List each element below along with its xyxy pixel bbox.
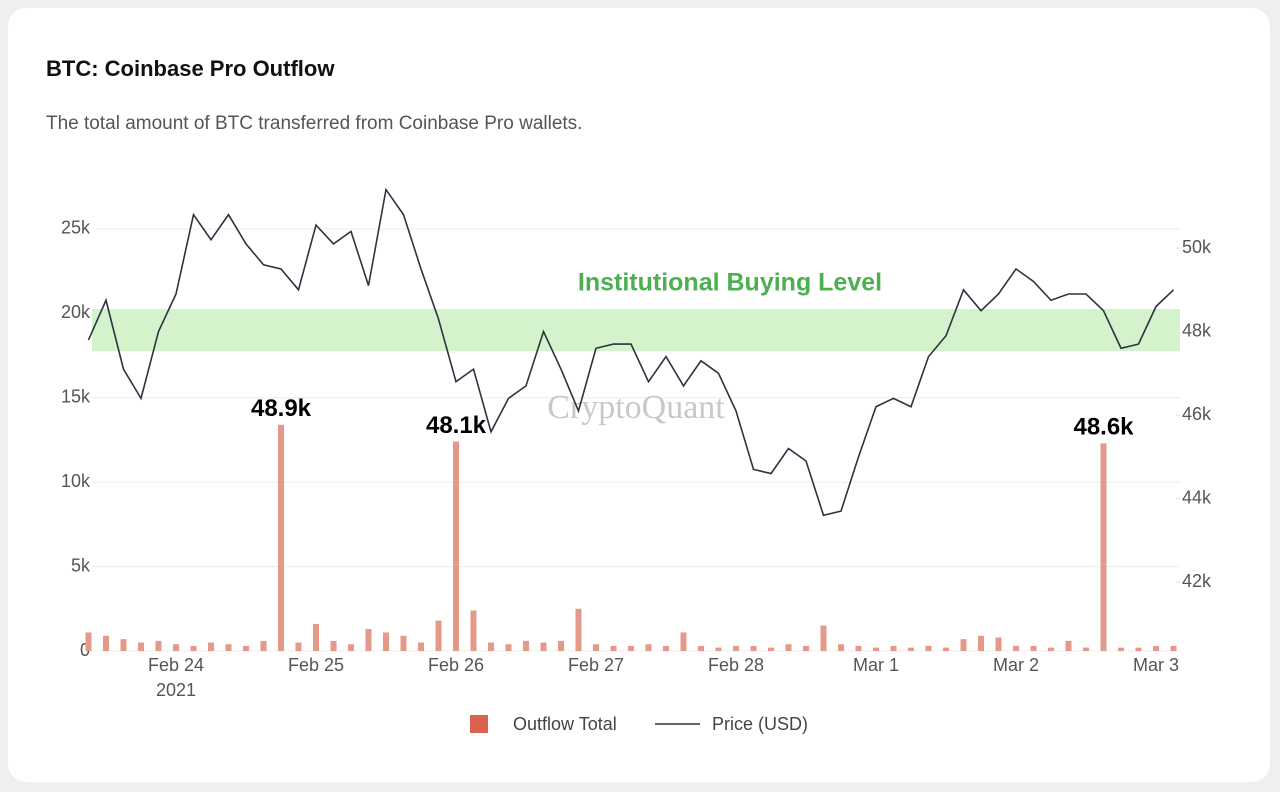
y2-tick-label: 44k (1182, 487, 1212, 507)
bar (1153, 645, 1159, 651)
bar (995, 637, 1002, 651)
bar (400, 635, 407, 651)
bar (85, 632, 92, 651)
x-tick-label: Feb 25 (288, 655, 344, 675)
y-tick-label: 25k (61, 218, 91, 238)
bar (890, 645, 897, 651)
bar (978, 635, 984, 651)
x-tick-label: Mar 3 (1133, 655, 1179, 675)
x-tick-label: Feb 28 (708, 655, 764, 675)
bar (295, 642, 302, 651)
bar (540, 642, 547, 651)
y2-tick-label: 50k (1182, 237, 1212, 257)
bar (680, 632, 687, 651)
bar (1083, 647, 1089, 651)
bar (645, 644, 652, 651)
y2-tick-label: 42k (1182, 571, 1212, 591)
bar (733, 645, 739, 651)
chart-title: BTC: Coinbase Pro Outflow (46, 56, 335, 81)
y-tick-label: 15k (61, 387, 91, 407)
band (92, 309, 1180, 352)
bar (1135, 647, 1142, 651)
bar (120, 639, 127, 651)
bar (225, 644, 232, 651)
bar (1030, 645, 1037, 651)
bar (260, 640, 267, 651)
bar (960, 639, 967, 651)
bar (1048, 647, 1054, 651)
y2-tick-label: 46k (1182, 404, 1212, 424)
bar (575, 608, 582, 651)
bar (803, 645, 809, 651)
x-tick-label: Feb 24 (148, 655, 204, 675)
bar (383, 632, 389, 651)
bar (365, 629, 372, 651)
y-tick-label: 5k (71, 555, 91, 575)
legend-swatch (470, 715, 488, 733)
bar (820, 625, 827, 651)
bar (925, 645, 932, 651)
x-tick-label: Mar 1 (853, 655, 899, 675)
bar (785, 644, 792, 651)
bar (698, 645, 704, 651)
bar (208, 642, 214, 651)
bar (330, 640, 337, 651)
bar (610, 645, 617, 651)
bar (138, 642, 144, 651)
bar (715, 647, 722, 651)
y-tick-label: 20k (61, 302, 91, 322)
bar (768, 647, 774, 651)
x-tick-label: Feb 27 (568, 655, 624, 675)
bar (348, 644, 354, 651)
legend-label: Price (USD) (712, 714, 808, 734)
bar (103, 635, 109, 651)
bar (838, 644, 844, 651)
bar (855, 645, 862, 651)
bar (1170, 645, 1177, 651)
bar (190, 645, 197, 651)
annotation: 48.9k (251, 395, 312, 422)
x-tick-label: Mar 2 (993, 655, 1039, 675)
bar (523, 640, 529, 651)
annotation: 48.6k (1073, 414, 1134, 441)
chart-subtitle: The total amount of BTC transferred from… (46, 113, 582, 134)
bar (1065, 640, 1072, 651)
bar (453, 441, 459, 651)
card (8, 8, 1270, 782)
bar (243, 645, 249, 651)
bar (943, 647, 949, 651)
y2-tick-label: 48k (1182, 320, 1212, 340)
bar (173, 644, 179, 651)
band-label: Institutional Buying Level (578, 269, 882, 297)
bar (313, 623, 319, 651)
bar (663, 645, 669, 651)
bar (750, 645, 757, 651)
bar (908, 647, 914, 651)
bar (1100, 443, 1107, 651)
y-tick-label: 10k (61, 471, 91, 491)
bar (628, 645, 634, 651)
bar (488, 642, 494, 651)
bar (873, 647, 879, 651)
y-tick-label: 0 (80, 640, 90, 660)
bar (593, 644, 599, 651)
bar (278, 424, 284, 651)
legend-label: Outflow Total (513, 714, 617, 734)
bar (435, 620, 442, 651)
watermark: CryptoQuant (547, 389, 725, 426)
x-year-label: 2021 (156, 680, 196, 700)
bar (418, 642, 424, 651)
bar (1013, 645, 1019, 651)
x-tick-label: Feb 26 (428, 655, 484, 675)
bar (558, 640, 564, 651)
annotation: 48.1k (426, 412, 487, 439)
bar (505, 644, 512, 651)
bar (155, 640, 162, 651)
price-line (87, 187, 1175, 517)
bar (1118, 647, 1124, 651)
bar (470, 610, 477, 651)
